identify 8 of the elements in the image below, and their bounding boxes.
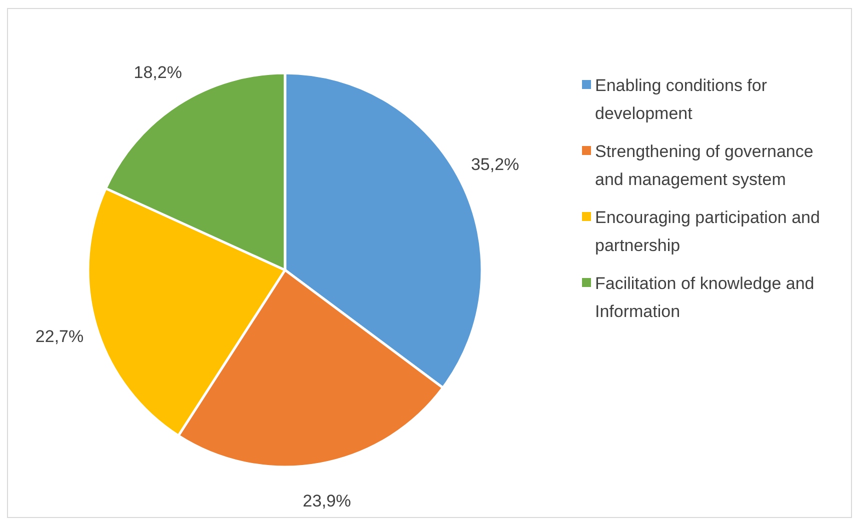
legend-label: Strengthening of governance and management system bbox=[595, 142, 814, 188]
data-label: 23,9% bbox=[302, 492, 351, 511]
data-label: 22,7% bbox=[35, 326, 84, 346]
legend-label: Encouraging participation and partnership bbox=[595, 208, 820, 254]
data-label: 35,2% bbox=[470, 155, 520, 174]
legend-label: Enabling conditions for development bbox=[595, 76, 768, 122]
data-label: 18,2% bbox=[134, 62, 182, 82]
legend-label: Facilitation of knowledge and Information bbox=[595, 274, 814, 320]
